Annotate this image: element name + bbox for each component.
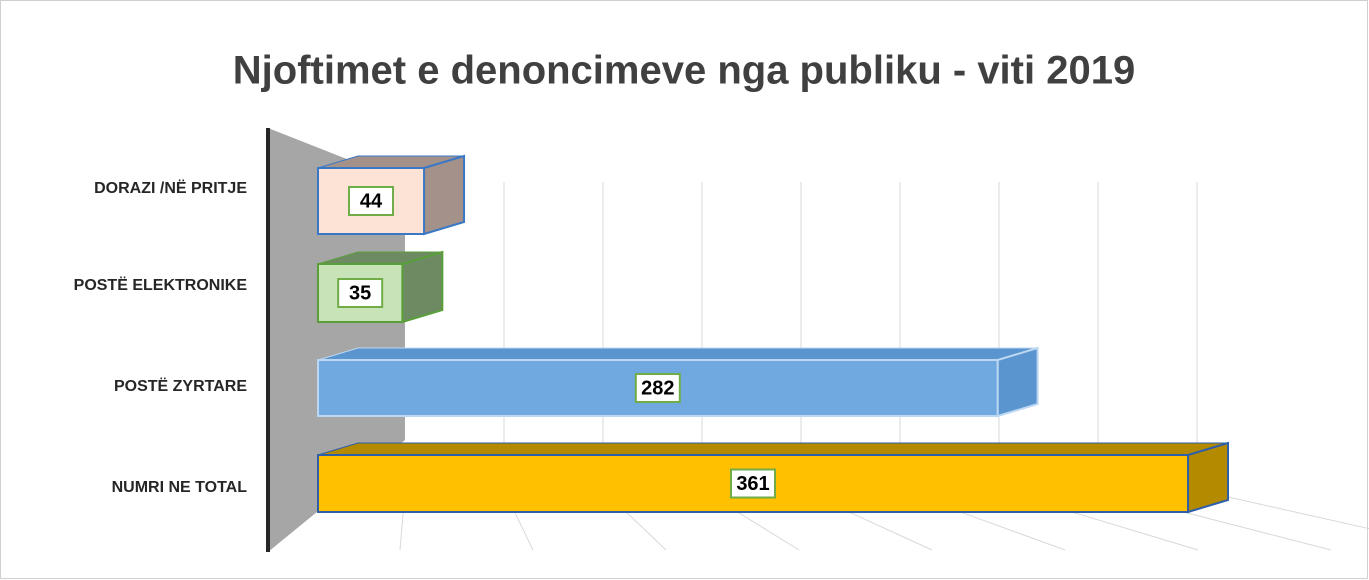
- value-label: 35: [349, 282, 371, 304]
- bar-top: [317, 442, 1229, 456]
- bar: [317, 167, 426, 235]
- value-label-box: [730, 468, 777, 499]
- value-label-box: [337, 278, 384, 308]
- category-label: DORAZI /NË PRITJE: [94, 179, 247, 197]
- category-label: NUMRI NE TOTAL: [112, 479, 248, 496]
- category-label: POSTË ELEKTRONIKE: [74, 276, 248, 294]
- value-label-box: [348, 186, 395, 216]
- bar-top: [317, 347, 1038, 361]
- bar-side: [423, 154, 466, 236]
- value-label-box: [634, 373, 681, 403]
- bar-side: [1187, 441, 1230, 514]
- value-label: 282: [641, 377, 674, 399]
- category-label: POSTË ZYRTARE: [114, 377, 247, 395]
- bar-side: [401, 250, 444, 324]
- bar-side: [996, 346, 1039, 418]
- floor-grid-line: [1196, 489, 1369, 530]
- value-label: 44: [360, 190, 383, 212]
- chart-title: Njoftimet e denoncimeve nga publiku - vi…: [233, 49, 1135, 93]
- value-label: 361: [736, 473, 769, 495]
